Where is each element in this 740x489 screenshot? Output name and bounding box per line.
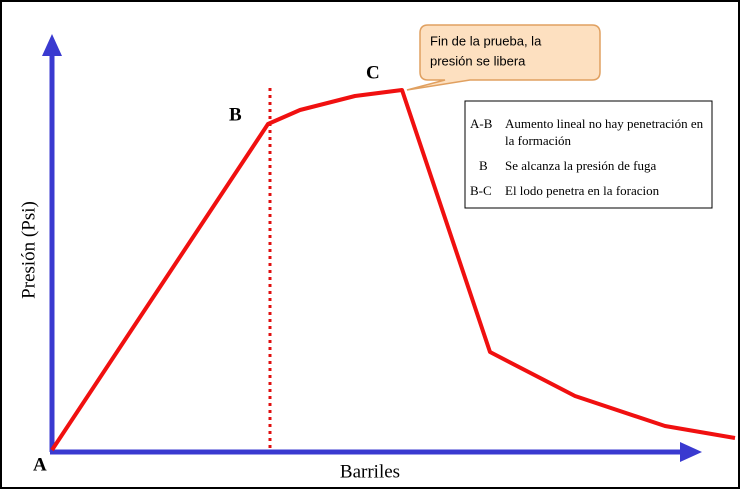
x-arrow [680, 442, 702, 462]
legend-text: Aumento lineal no hay penetración en [505, 116, 704, 131]
y-axis-label: Presión (Psi) [18, 201, 39, 299]
legend-text: Se alcanza la presión de fuga [505, 158, 656, 173]
legend-box [464, 100, 713, 209]
legend-key: B-C [470, 183, 492, 198]
legend-key: B [479, 158, 488, 173]
callout [406, 24, 601, 91]
callout-text: presión se libera [430, 53, 526, 68]
pressure-curve [50, 88, 736, 452]
x-axis-label: Barriles [340, 461, 400, 482]
point-label: C [366, 62, 380, 83]
point-label: B [229, 104, 242, 125]
legend-text: la formación [505, 133, 572, 148]
legend-text: El lodo penetra en la foracion [505, 183, 660, 198]
legend-key: A-B [470, 116, 493, 131]
point-label: A [33, 454, 47, 475]
y-arrow [42, 34, 62, 56]
callout-text: Fin de la prueba, la [430, 33, 542, 48]
